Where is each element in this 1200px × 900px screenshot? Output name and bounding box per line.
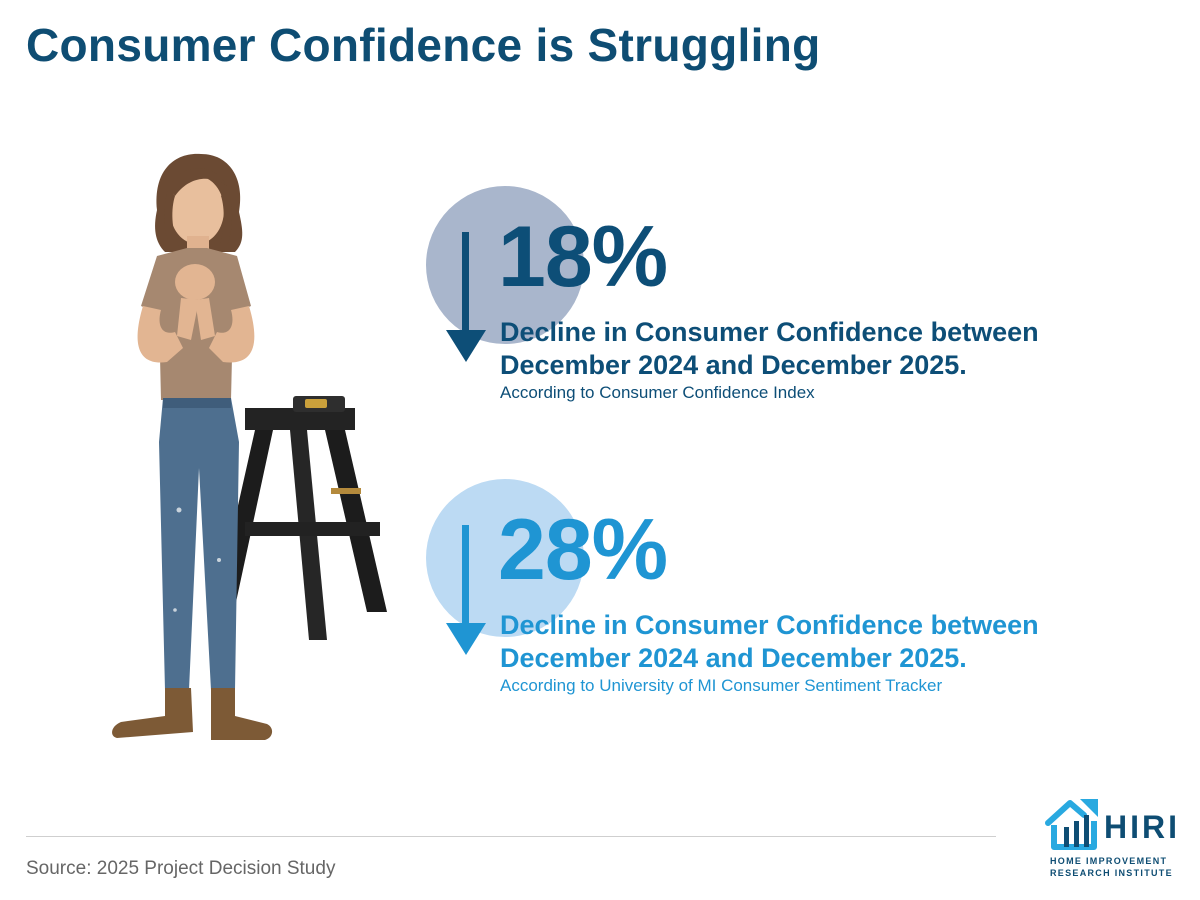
stat-value: 18%	[498, 209, 668, 305]
hiri-logo: HIRI HOME IMPROVEMENT RESEARCH INSTITUTE	[1040, 795, 1185, 885]
stat-source-note: According to Consumer Confidence Index	[500, 383, 815, 402]
footer-divider	[26, 836, 996, 837]
logo-tagline-line1: HOME IMPROVEMENT	[1050, 856, 1168, 866]
arrow-down-icon	[446, 525, 486, 655]
stat-description: Decline in Consumer Confidence between D…	[500, 610, 1039, 673]
stat-block-consumer-confidence-index: 18% Decline in Consumer Confidence betwe…	[426, 186, 1146, 416]
house-icon	[1045, 799, 1098, 850]
decorative-circle	[426, 479, 584, 637]
stat-block-umich-sentiment: 28% Decline in Consumer Confidence betwe…	[426, 479, 1146, 709]
logo-tagline-line2: RESEARCH INSTITUTE	[1050, 868, 1173, 878]
stat-source-note: According to University of MI Consumer S…	[500, 676, 943, 695]
logo-tagline: HOME IMPROVEMENT RESEARCH INSTITUTE	[1050, 855, 1173, 879]
worried-woman-illustration	[95, 150, 405, 750]
stat-value: 28%	[498, 502, 668, 598]
arrow-down-icon	[446, 232, 486, 362]
source-citation: Source: 2025 Project Decision Study	[26, 858, 336, 879]
decorative-circle	[426, 186, 584, 344]
page-title: Consumer Confidence is Struggling	[26, 19, 821, 71]
stat-description: Decline in Consumer Confidence between D…	[500, 317, 1039, 380]
logo-wordmark: HIRI	[1104, 809, 1180, 845]
